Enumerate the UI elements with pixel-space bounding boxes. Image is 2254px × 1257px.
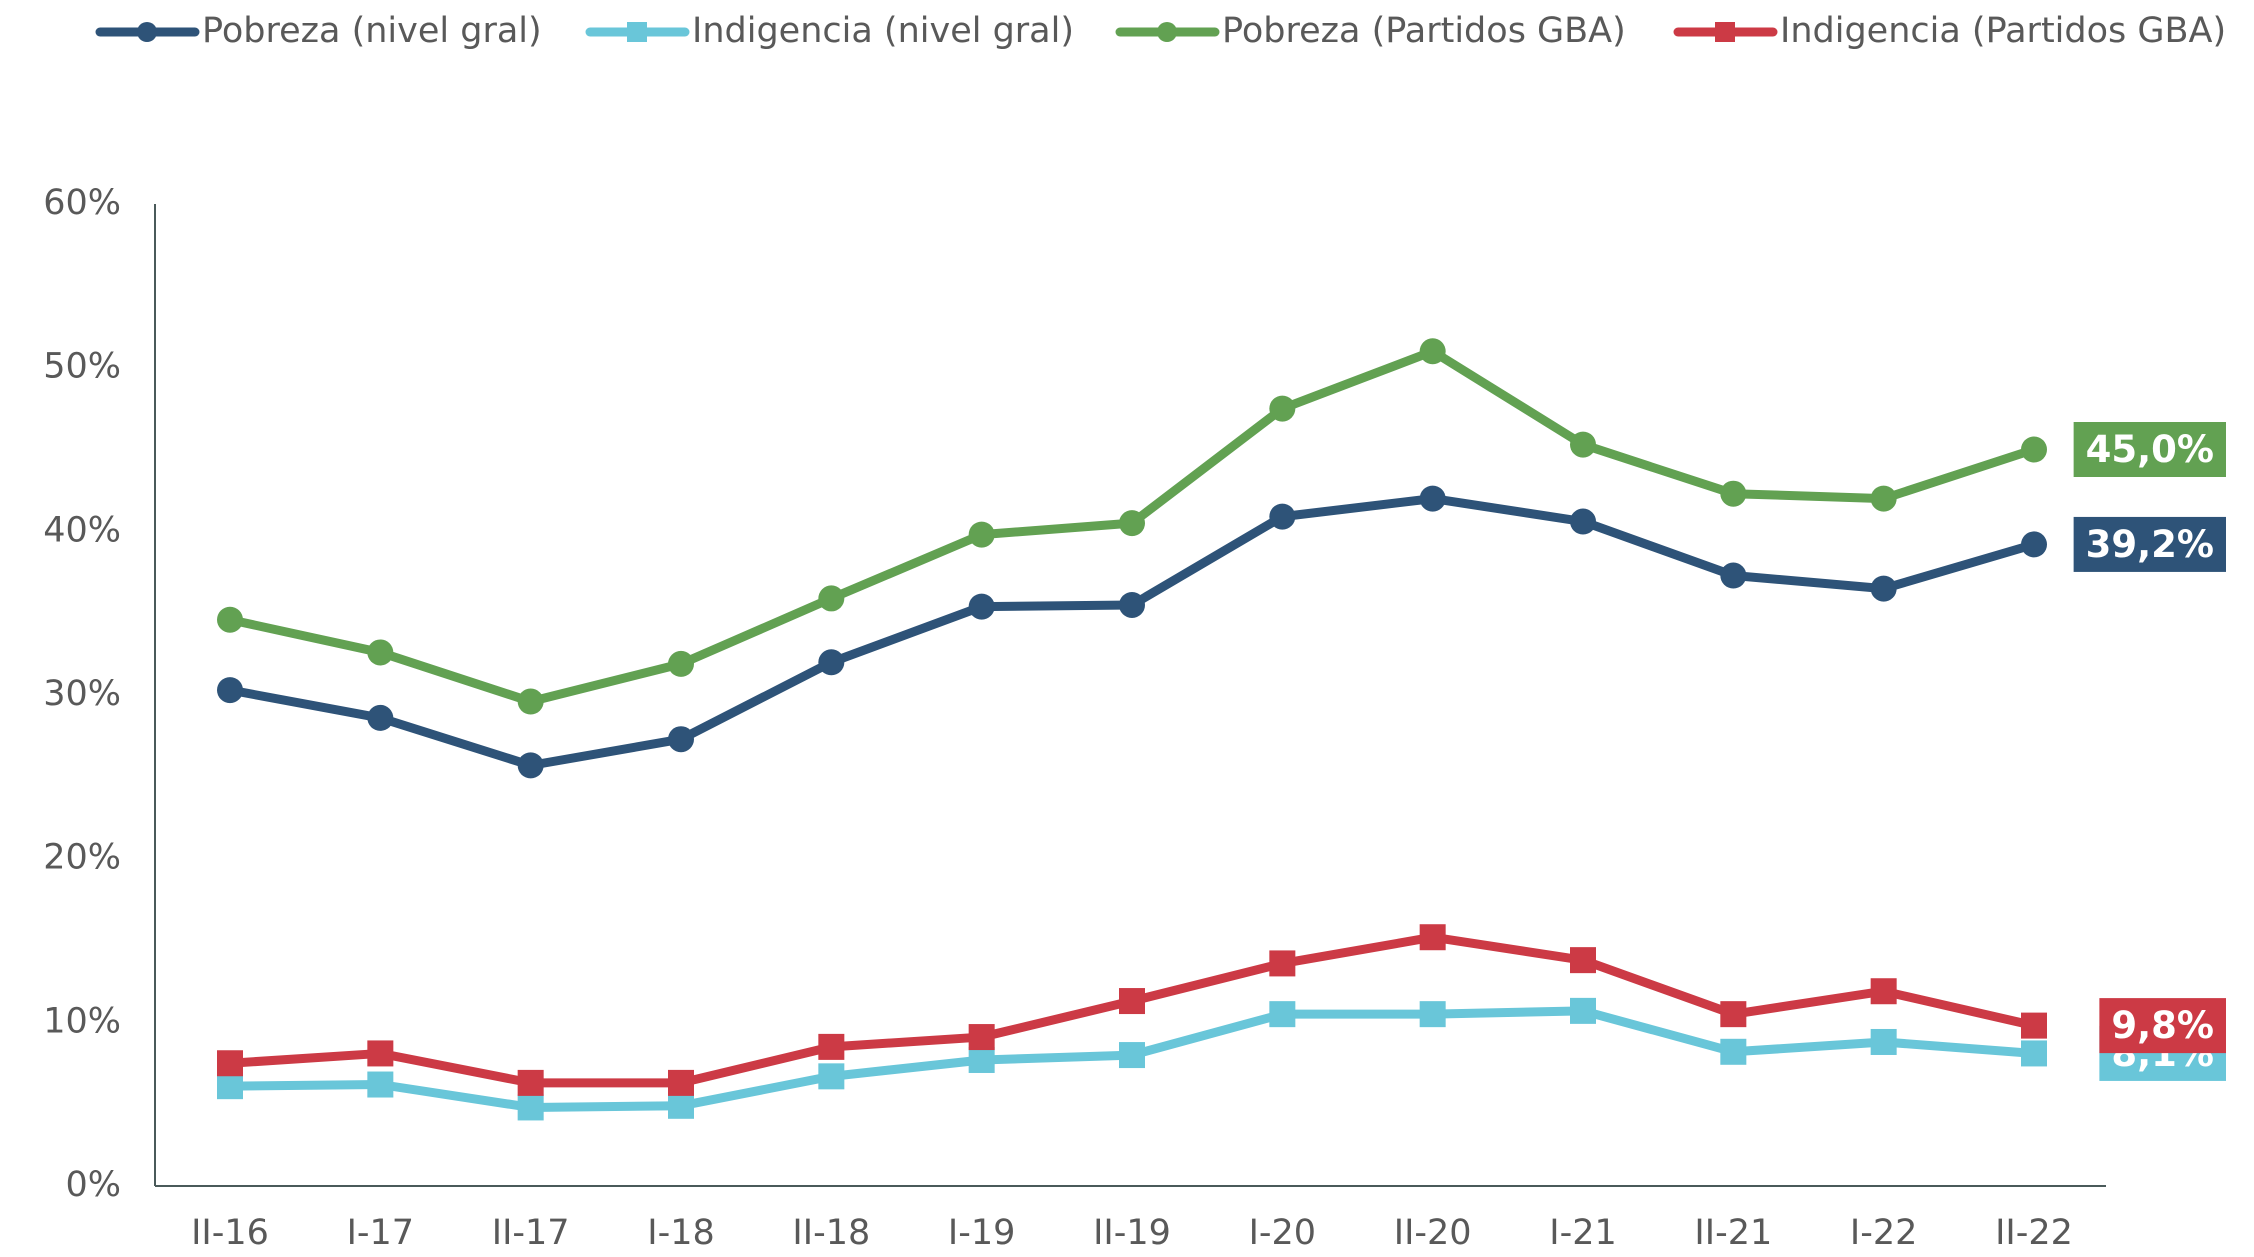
- point: [968, 1046, 995, 1073]
- point: [1870, 485, 1897, 512]
- point: [1269, 1001, 1296, 1028]
- y-tick-label: 50%: [43, 347, 121, 387]
- point: [968, 593, 995, 620]
- point: [668, 1092, 694, 1119]
- legend-label: Indigencia (nivel gral): [692, 11, 1074, 51]
- y-tick-label: 20%: [43, 838, 121, 878]
- point: [1269, 503, 1296, 530]
- point: [1720, 1038, 1747, 1065]
- legend-marker: [1157, 22, 1177, 42]
- point: [818, 1063, 845, 1090]
- x-tick-label: II-17: [492, 1213, 570, 1253]
- x-tick-label: II-16: [191, 1213, 269, 1253]
- point: [1419, 924, 1446, 951]
- point: [668, 650, 694, 677]
- y-tick-label: 0%: [65, 1165, 121, 1205]
- point: [2021, 1040, 2047, 1067]
- point: [367, 1071, 394, 1098]
- point: [1570, 947, 1596, 974]
- point: [1720, 480, 1747, 507]
- x-tick-label: II-21: [1694, 1213, 1772, 1253]
- point: [1269, 395, 1296, 422]
- x-tick-label: I-21: [1549, 1213, 1617, 1253]
- point: [818, 585, 845, 612]
- y-tick-label: 10%: [43, 1001, 121, 1041]
- end-label-text: 9,8%: [2111, 1004, 2214, 1047]
- point: [1570, 431, 1596, 458]
- point: [1419, 338, 1446, 365]
- legend-label: Pobreza (Partidos GBA): [1222, 11, 1626, 51]
- point: [1119, 510, 1145, 537]
- x-tick-label: II-19: [1093, 1213, 1171, 1253]
- point: [968, 521, 995, 548]
- end-label: 45,0%: [2073, 422, 2226, 477]
- point: [1720, 562, 1747, 589]
- point: [217, 606, 243, 633]
- point: [217, 1073, 243, 1100]
- point: [1570, 997, 1596, 1024]
- point: [517, 752, 544, 779]
- point: [818, 1033, 845, 1060]
- point: [517, 1069, 544, 1096]
- x-tick-label: I-17: [347, 1213, 415, 1253]
- legend-label: Indigencia (Partidos GBA): [1780, 11, 2226, 51]
- end-label-text: 45,0%: [2086, 428, 2214, 471]
- point: [2021, 436, 2047, 463]
- x-tick-label: I-18: [647, 1213, 715, 1253]
- x-tick-label: II-22: [1995, 1213, 2073, 1253]
- end-label: 9,8%: [2099, 998, 2226, 1054]
- y-tick-label: 30%: [43, 674, 121, 714]
- point: [1119, 1042, 1145, 1069]
- point: [1870, 1028, 1897, 1055]
- point: [1419, 1001, 1446, 1028]
- end-label-text: 39,2%: [2086, 523, 2214, 566]
- x-tick-label: I-22: [1850, 1213, 1918, 1253]
- legend-marker: [137, 22, 157, 42]
- x-tick-label: I-20: [1249, 1213, 1317, 1253]
- legend-marker: [627, 22, 647, 42]
- point: [968, 1024, 995, 1051]
- y-tick-label: 60%: [43, 183, 121, 223]
- end-label-box: [2099, 998, 2226, 1054]
- x-tick-label: I-19: [948, 1213, 1016, 1253]
- point: [668, 1069, 694, 1096]
- point: [1570, 508, 1596, 535]
- y-tick-label: 40%: [43, 510, 121, 550]
- point: [2021, 531, 2047, 558]
- x-tick-label: II-20: [1394, 1213, 1472, 1253]
- point: [1870, 978, 1897, 1005]
- series-line: [229, 494, 2036, 770]
- point: [818, 649, 845, 676]
- x-tick-label: II-18: [792, 1213, 870, 1253]
- point: [517, 1094, 544, 1121]
- point: [1419, 485, 1446, 512]
- point: [367, 704, 394, 731]
- end-label: 39,2%: [2073, 516, 2226, 572]
- legend-marker: [1715, 22, 1735, 42]
- point: [1269, 950, 1296, 977]
- point: [668, 726, 694, 753]
- point: [517, 688, 544, 715]
- legend-label: Pobreza (nivel gral): [202, 11, 542, 51]
- point: [217, 677, 243, 704]
- point: [367, 1040, 394, 1067]
- end-label-box: [2073, 422, 2226, 477]
- point: [1720, 1001, 1747, 1028]
- point: [367, 639, 394, 666]
- point: [217, 1050, 243, 1077]
- point: [1119, 591, 1145, 618]
- end-label-box: [2073, 516, 2226, 572]
- point: [1870, 575, 1897, 602]
- point: [2021, 1012, 2047, 1039]
- point: [1119, 988, 1145, 1015]
